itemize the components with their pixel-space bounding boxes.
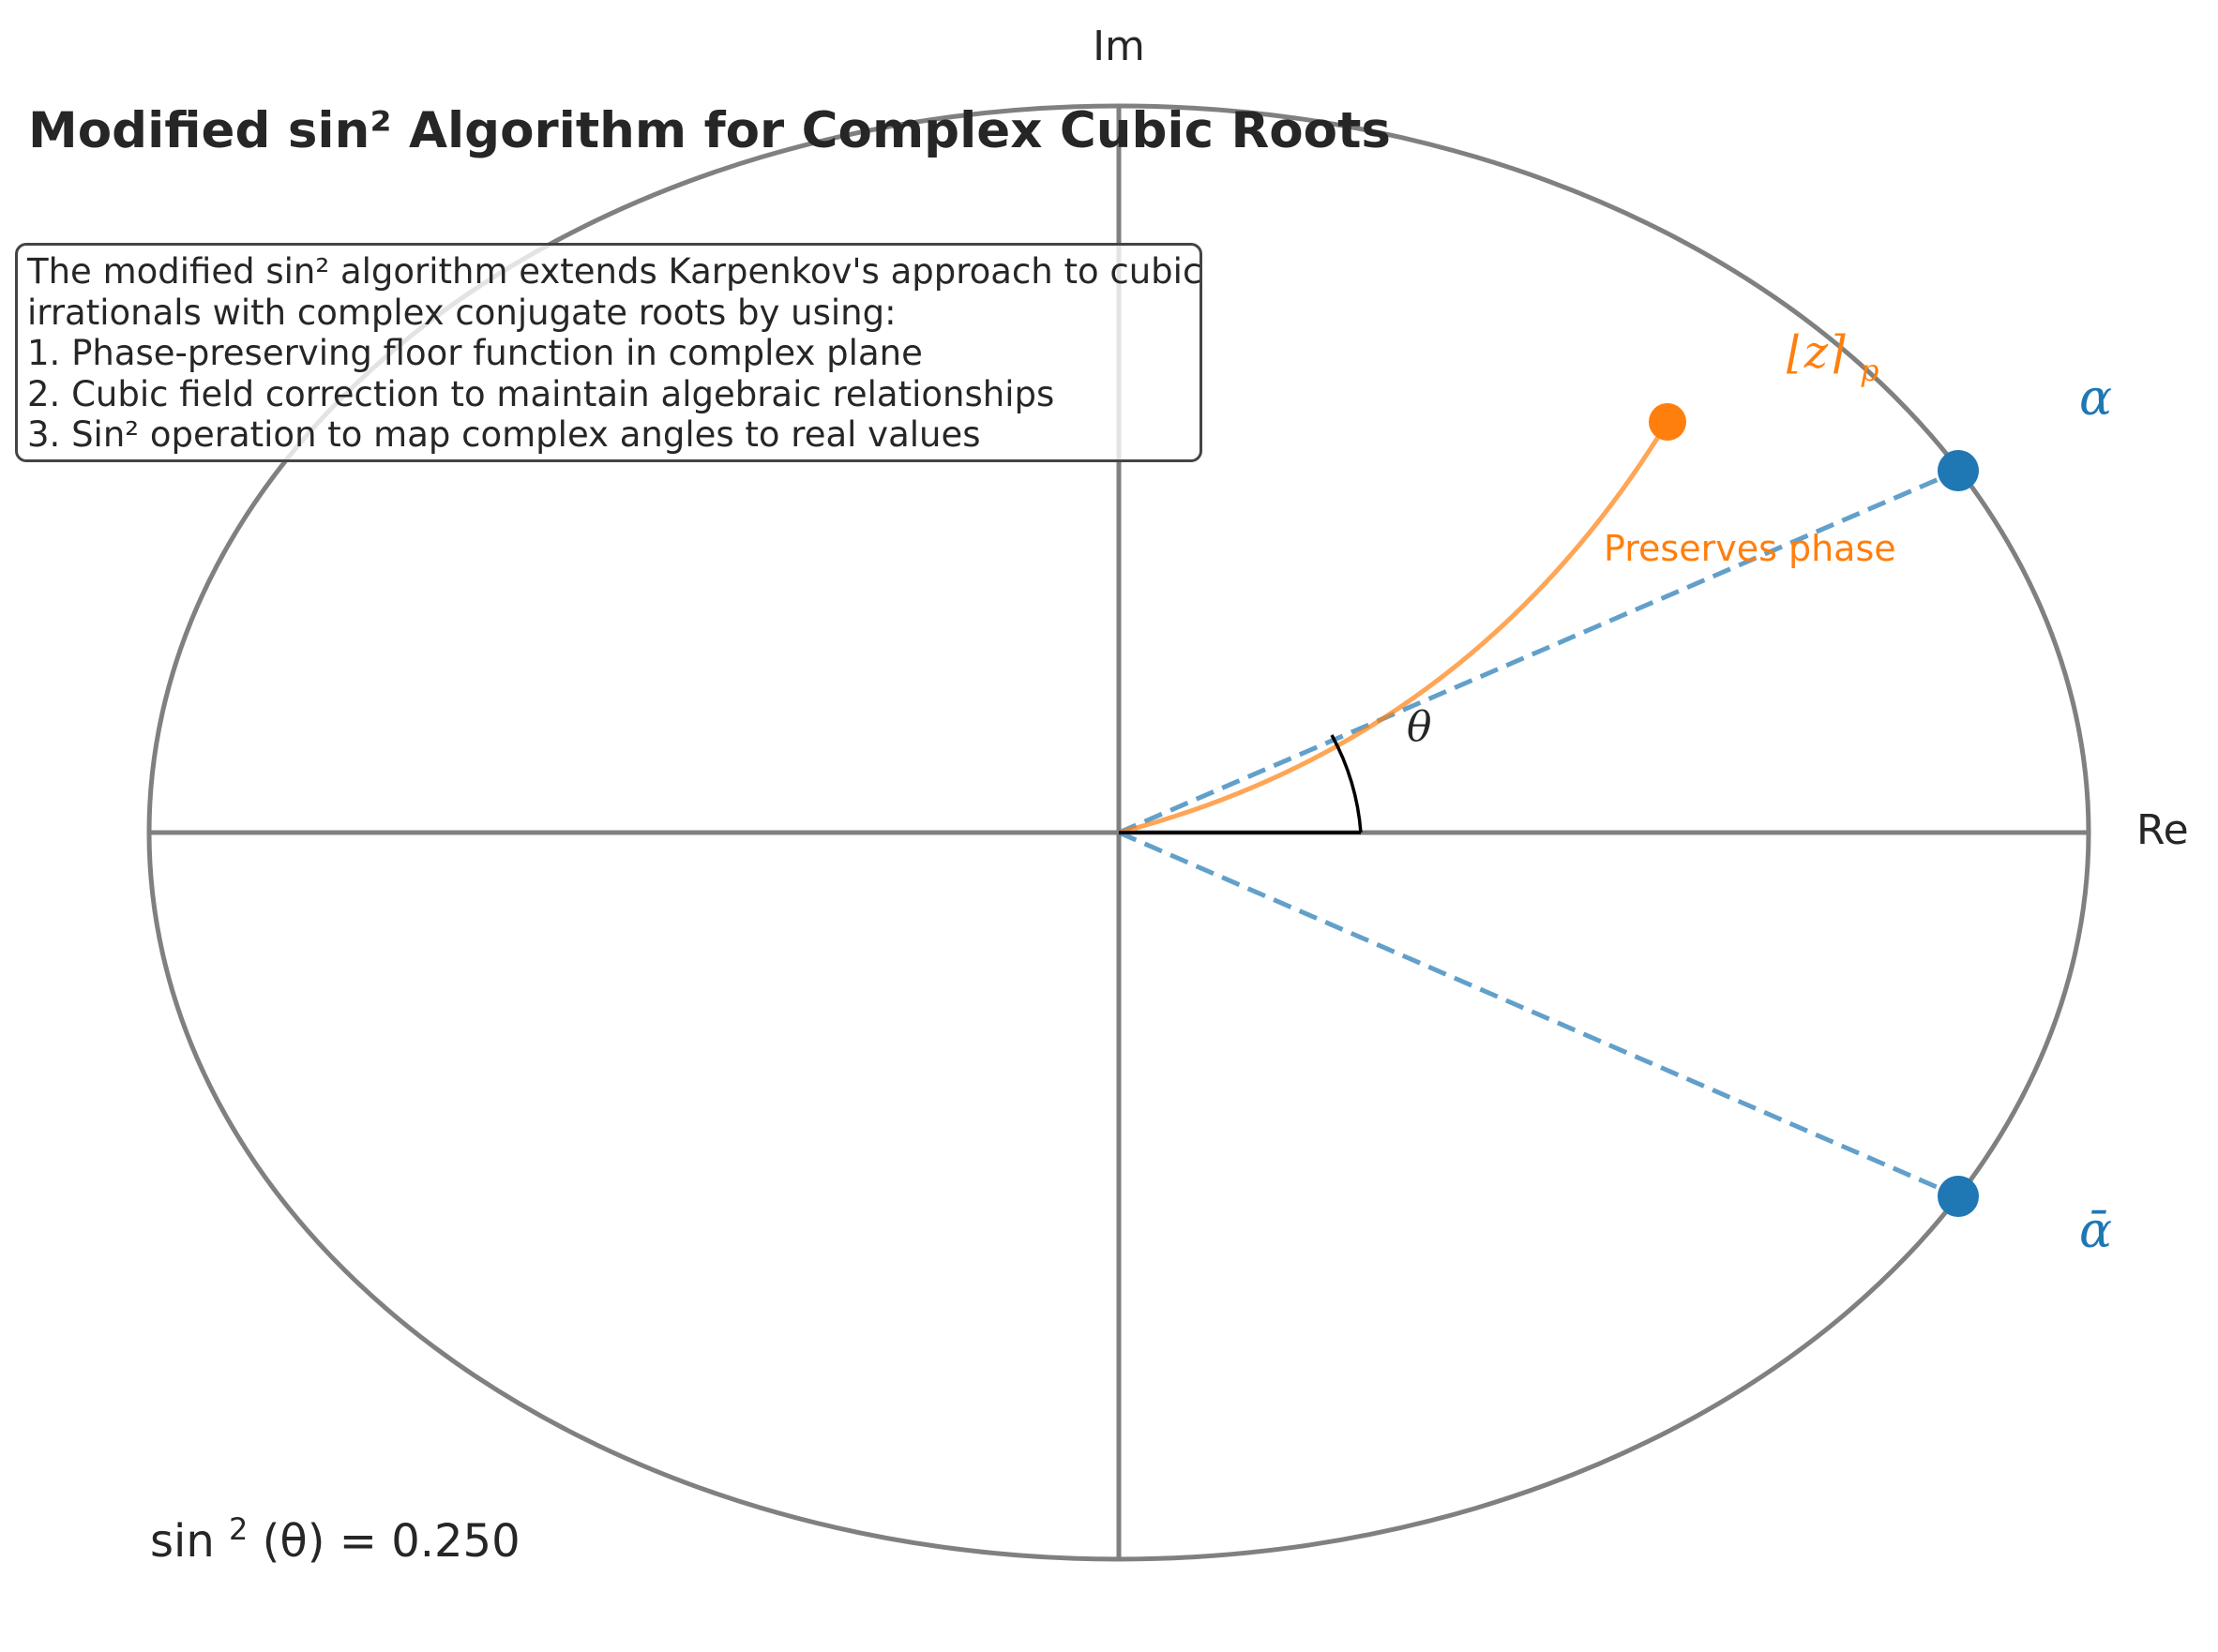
floor-z-label: ⌊z⌉ p [1787,326,1879,388]
alpha-ray [1118,468,1959,835]
formula-exponent: 2 [229,1511,248,1547]
floor-path-curve [1118,420,1670,835]
im-axis-label: Im [1093,23,1145,70]
chart-title: Modified sin² Algorithm for Complex Cubi… [28,102,1391,159]
alpha-bar-point [1938,1176,1979,1217]
floor-point [1649,403,1686,441]
alpha-bar-ray [1118,830,1959,1199]
sin-squared-formula: sin 2 (θ) = 0.250 [150,1498,521,1568]
info-line: 3. Sin² operation to map complex angles … [27,414,981,455]
theta-label: θ [1407,703,1432,751]
floor-z-main: ⌊z⌉ [1787,326,1846,379]
info-line: irrationals with complex conjugate roots… [27,292,897,333]
algorithm-description-box: The modified sin² algorithm extends Karp… [15,243,1202,462]
info-line: The modified sin² algorithm extends Karp… [27,251,1202,292]
angle-arc [1330,734,1363,834]
alpha-point [1938,450,1979,491]
alpha-label: α [2079,370,2112,427]
preserves-phase-label: Preserves phase [1604,528,1896,569]
alpha-bar-label: ᾱ [2079,1203,2112,1259]
formula-sin: sin [150,1515,215,1568]
formula-argument: (θ) = 0.250 [263,1515,521,1568]
re-axis-label: Re [2136,806,2189,854]
floor-z-subscript: p [1860,353,1879,388]
info-line: 2. Cubic field correction to maintain al… [27,373,1055,414]
info-line: 1. Phase-preserving floor function in co… [27,333,923,373]
